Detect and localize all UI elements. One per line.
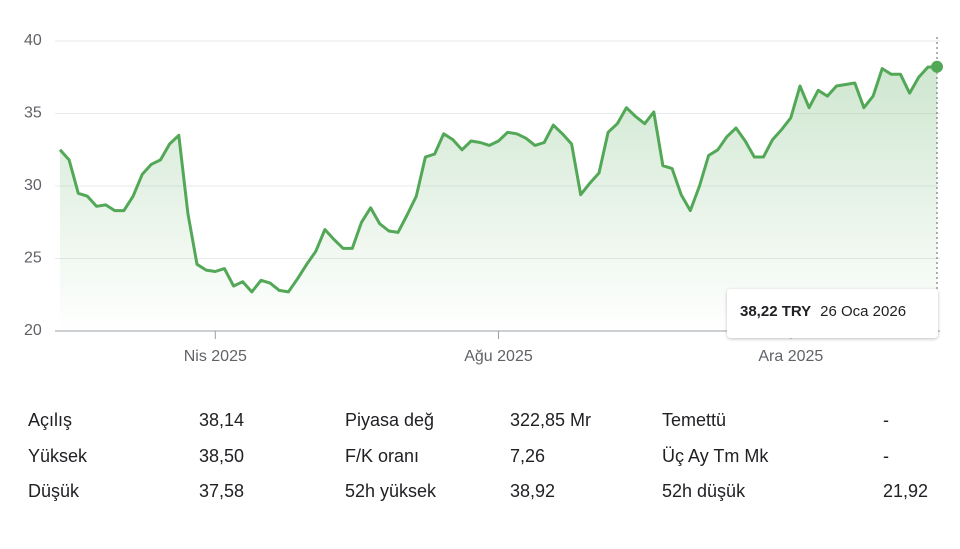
last-point <box>931 60 943 73</box>
tooltip-date: 26 Oca 2026 <box>820 303 906 320</box>
stat-value: 322,85 Mr <box>510 410 591 430</box>
stat-value: 38,50 <box>199 446 244 466</box>
stat-label: 52h yüksek <box>345 481 437 501</box>
y-tick-label: 25 <box>24 250 42 267</box>
price-line <box>58 65 938 294</box>
y-tick-label: 35 <box>24 105 42 122</box>
stat-value: 38,14 <box>199 410 244 430</box>
stat-label: Düşük <box>28 481 80 501</box>
stat-value: - <box>883 410 889 430</box>
y-tick-label: 20 <box>24 322 42 339</box>
stat-label: Üç Ay Tm Mk <box>662 446 769 466</box>
y-tick-label: 30 <box>24 177 42 194</box>
stat-value: 37,58 <box>199 481 244 501</box>
stat-label: 52h düşük <box>662 481 746 501</box>
x-tick-label: Ara 2025 <box>758 348 823 365</box>
stat-value: 7,26 <box>510 446 545 466</box>
stat-label: Piyasa değ <box>345 410 434 430</box>
price-area <box>60 66 937 332</box>
stat-label: Yüksek <box>28 446 88 466</box>
stat-label: Temettü <box>662 410 726 430</box>
stat-value: - <box>883 446 889 466</box>
stat-label: F/K oranı <box>345 446 419 466</box>
tooltip-box <box>727 289 938 338</box>
x-tick-label: Nis 2025 <box>184 348 247 365</box>
stat-value: 21,92 <box>883 481 928 501</box>
tooltip-price: 38,22 TRY <box>740 303 811 320</box>
stat-value: 38,92 <box>510 481 555 501</box>
stat-label: Açılış <box>28 410 72 430</box>
y-tick-label: 40 <box>24 32 42 49</box>
x-tick-label: Ağu 2025 <box>464 348 533 365</box>
